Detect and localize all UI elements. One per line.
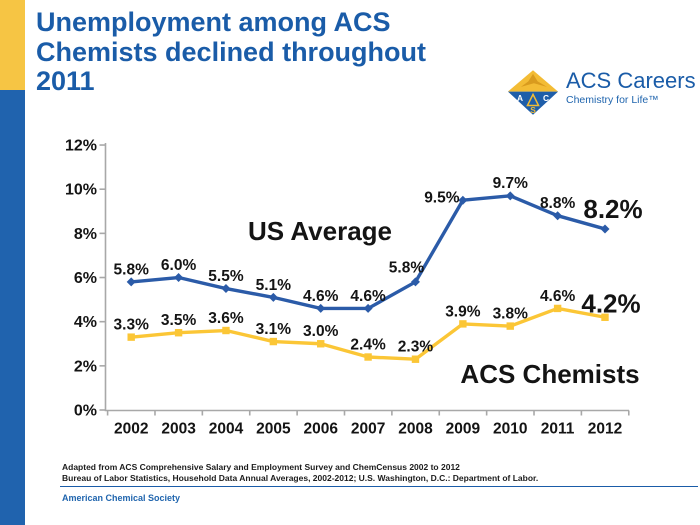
footer-divider: [60, 486, 698, 487]
acs-chemists-marker: [222, 326, 230, 335]
logo-tagline-text: Chemistry for Life™: [566, 94, 659, 106]
acs-chemists-data-label: 4.2%: [581, 288, 640, 318]
us-average-data-label: 8.2%: [583, 194, 642, 224]
x-axis-label: 2012: [588, 421, 622, 438]
x-axis-label: 2008: [398, 421, 433, 438]
y-axis-label: 0%: [74, 403, 97, 420]
y-axis-label: 12%: [65, 138, 97, 155]
acs-chemists-data-label: 3.5%: [161, 312, 197, 329]
us-average-data-label: 4.6%: [303, 288, 339, 305]
acs-diamond-icon: A C S: [507, 70, 559, 115]
us-average-data-label: 9.7%: [493, 175, 529, 192]
acs-chemists-data-label: 3.3%: [114, 317, 150, 334]
page-title: Unemployment among ACS Chemists declined…: [36, 7, 516, 97]
acs-chemists-marker: [269, 337, 278, 346]
footnote-line: Bureau of Labor Statistics, Household Da…: [62, 472, 539, 483]
us-average-marker: [316, 303, 326, 313]
acs-chemists-data-label: 3.1%: [256, 321, 292, 338]
acs-chemists-marker: [317, 340, 325, 348]
acs-chemists-data-label: 3.9%: [445, 303, 481, 320]
us-average-data-label: 4.6%: [350, 288, 386, 305]
x-axis-label: 2002: [114, 421, 148, 438]
acs-chemists-marker: [553, 304, 562, 313]
x-axis-label: 2006: [303, 421, 338, 438]
page-title-line: Unemployment among ACS: [36, 7, 391, 37]
acs-chemists-data-label: 3.6%: [208, 310, 244, 327]
svg-text:A: A: [517, 93, 523, 103]
acs-chemists-data-label: 3.8%: [493, 306, 529, 323]
us-average-marker: [174, 273, 184, 283]
us-average-marker: [600, 224, 610, 234]
page-title-line: Chemists declined throughout: [36, 36, 427, 67]
us-average-data-label: 6.0%: [161, 257, 197, 274]
x-axis-label: 2004: [209, 421, 244, 438]
us-average-data-label: 9.5%: [424, 190, 460, 207]
acs-chemists-marker: [601, 313, 609, 321]
y-axis-label: 10%: [65, 182, 97, 199]
us-average-marker: [553, 211, 563, 221]
acs-chemists-marker: [506, 322, 514, 330]
accent-stripe-blue: [0, 90, 25, 525]
svg-text:S: S: [530, 105, 536, 115]
us-average-marker: [268, 292, 278, 302]
acs-careers-logo: A C S ACS Careers Chemistry for Life™: [507, 69, 696, 116]
acs-chemists-marker: [127, 333, 135, 341]
source-footnote: Adapted from ACS Comprehensive Salary an…: [62, 462, 700, 483]
page-title-line: 2011: [36, 66, 95, 96]
us-average-marker: [221, 284, 231, 294]
us-average-marker: [458, 195, 468, 205]
organization-name: American Chemical Society: [62, 493, 181, 503]
us-average-data-label: 5.8%: [389, 259, 425, 276]
us-average-data-label: 5.8%: [114, 261, 150, 278]
logo-brand-text: ACS Careers: [566, 68, 696, 93]
acs-chemists-data-label: 3.0%: [303, 323, 339, 340]
acs-chemists-marker: [174, 329, 183, 337]
y-axis-label: 2%: [74, 358, 97, 375]
us-average-marker: [126, 277, 136, 287]
svg-text:C: C: [543, 93, 549, 103]
phoenix-icon: [520, 73, 547, 87]
y-axis-label: 8%: [74, 226, 97, 243]
us-average-data-label: 5.1%: [256, 277, 292, 294]
acs-chemists-marker: [411, 355, 420, 363]
x-axis-label: 2005: [256, 421, 291, 438]
acs-chemists-data-label: 4.6%: [540, 288, 576, 305]
x-axis-label: 2010: [493, 421, 527, 438]
series-annotation: ACS Chemists: [460, 359, 639, 389]
x-axis-label: 2007: [351, 421, 385, 438]
acs-chemists-data-label: 2.4%: [350, 336, 386, 353]
y-axis-label: 6%: [74, 270, 97, 287]
x-axis-label: 2011: [541, 421, 575, 438]
x-axis-label: 2009: [446, 421, 481, 438]
acs-chemists-marker: [364, 353, 372, 361]
footnote-line: Adapted from ACS Comprehensive Salary an…: [62, 462, 460, 472]
x-axis-label: 2003: [161, 421, 196, 438]
us-average-marker: [410, 277, 420, 287]
us-average-marker: [363, 303, 373, 313]
us-average-data-label: 8.8%: [540, 195, 576, 212]
y-axis-label: 4%: [74, 314, 97, 331]
us-average-marker: [505, 191, 515, 201]
series-annotation: US Average: [248, 216, 392, 246]
acs-chemists-marker: [459, 320, 467, 328]
acs-chemists-data-label: 2.3%: [398, 339, 434, 356]
accent-stripe-yellow: [0, 0, 25, 90]
us-average-data-label: 5.5%: [208, 268, 244, 285]
